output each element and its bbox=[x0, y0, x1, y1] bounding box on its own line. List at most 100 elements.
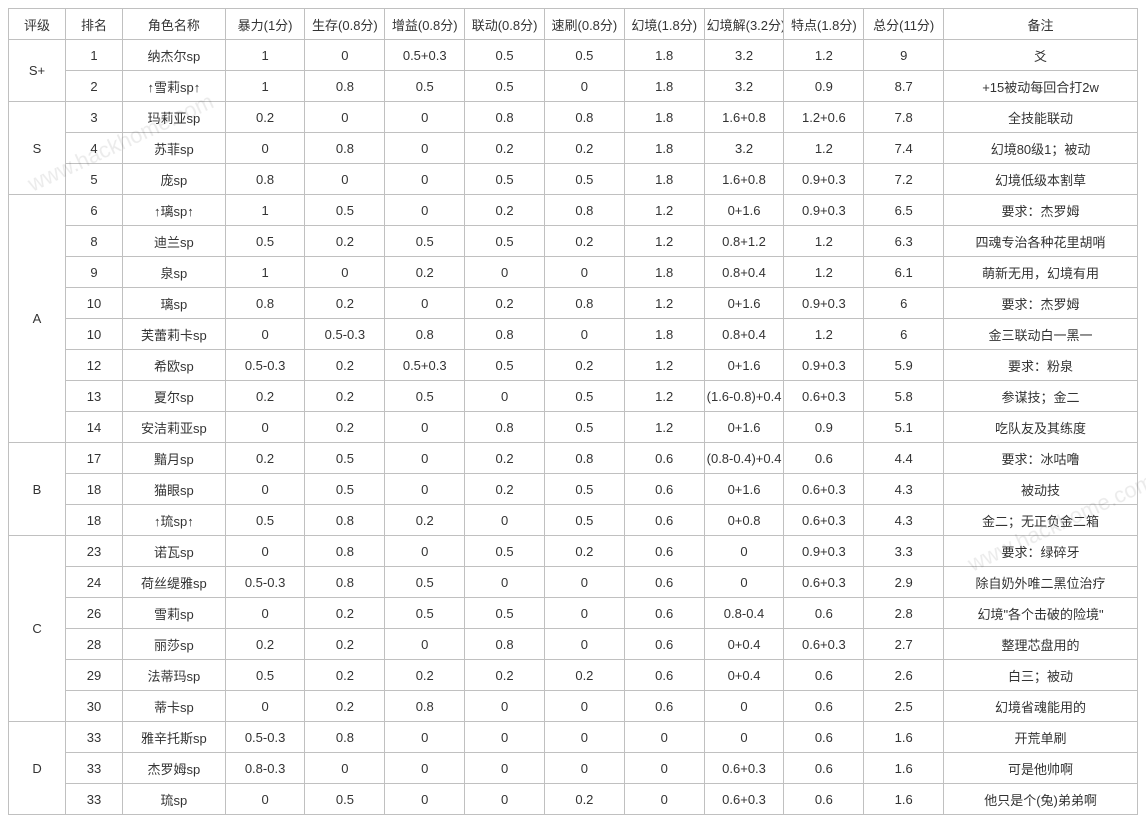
remark-cell: 要求：冰咕噜 bbox=[944, 443, 1138, 474]
table-row: 9泉sp100.2001.80.8+0.41.26.1萌新无用，幻境有用 bbox=[9, 257, 1138, 288]
table-row: S3玛莉亚sp0.2000.80.81.81.6+0.81.2+0.67.8全技… bbox=[9, 102, 1138, 133]
value-cell: 0.5-0.3 bbox=[225, 722, 305, 753]
value-cell: 0.2 bbox=[544, 784, 624, 815]
value-cell: 4.4 bbox=[864, 443, 944, 474]
value-cell: 0+0.8 bbox=[704, 505, 784, 536]
rank-cell: 10 bbox=[66, 319, 123, 350]
name-cell: 安洁莉亚sp bbox=[123, 412, 226, 443]
rank-cell: 18 bbox=[66, 505, 123, 536]
table-row: 18猫眼sp00.500.20.50.60+1.60.6+0.34.3被动技 bbox=[9, 474, 1138, 505]
value-cell: 0.8 bbox=[544, 443, 624, 474]
value-cell: 0 bbox=[305, 102, 385, 133]
value-cell: 0.5 bbox=[385, 381, 465, 412]
value-cell: 0.5 bbox=[465, 40, 545, 71]
value-cell: 0.6+0.3 bbox=[704, 784, 784, 815]
value-cell: 0.2 bbox=[305, 226, 385, 257]
value-cell: 0.6 bbox=[784, 753, 864, 784]
name-cell: 雪莉sp bbox=[123, 598, 226, 629]
value-cell: 0.2 bbox=[385, 257, 465, 288]
value-cell: 1.2 bbox=[784, 226, 864, 257]
value-cell: 0 bbox=[544, 319, 624, 350]
col-header: 暴力(1分) bbox=[225, 9, 305, 40]
value-cell: 0 bbox=[385, 133, 465, 164]
value-cell: 0 bbox=[385, 722, 465, 753]
value-cell: 0 bbox=[704, 691, 784, 722]
value-cell: 0.6 bbox=[624, 443, 704, 474]
name-cell: 琉sp bbox=[123, 784, 226, 815]
table-row: 26雪莉sp00.20.50.500.60.8-0.40.62.8幻境"各个击破… bbox=[9, 598, 1138, 629]
rank-cell: 2 bbox=[66, 71, 123, 102]
name-cell: 丽莎sp bbox=[123, 629, 226, 660]
rank-cell: 23 bbox=[66, 536, 123, 567]
value-cell: 1.2 bbox=[784, 257, 864, 288]
name-cell: 苏菲sp bbox=[123, 133, 226, 164]
col-header: 联动(0.8分) bbox=[465, 9, 545, 40]
value-cell: 0.5 bbox=[385, 598, 465, 629]
value-cell: 6.5 bbox=[864, 195, 944, 226]
value-cell: 2.6 bbox=[864, 660, 944, 691]
col-header: 备注 bbox=[944, 9, 1138, 40]
value-cell: 0.5 bbox=[465, 536, 545, 567]
value-cell: 0.5-0.3 bbox=[225, 567, 305, 598]
value-cell: 0.6 bbox=[784, 443, 864, 474]
value-cell: 1.6 bbox=[864, 784, 944, 815]
table-row: C23诺瓦sp00.800.50.20.600.9+0.33.3要求：绿碎牙 bbox=[9, 536, 1138, 567]
value-cell: 0 bbox=[465, 753, 545, 784]
value-cell: 0.6 bbox=[784, 722, 864, 753]
rank-cell: 1 bbox=[66, 40, 123, 71]
value-cell: 0.8 bbox=[465, 412, 545, 443]
remark-cell: 除自奶外唯二黑位治疗 bbox=[944, 567, 1138, 598]
value-cell: 0.2 bbox=[305, 288, 385, 319]
remark-cell: 四魂专治各种花里胡哨 bbox=[944, 226, 1138, 257]
value-cell: 1 bbox=[225, 195, 305, 226]
value-cell: 1.8 bbox=[624, 71, 704, 102]
table-row: 18↑琉sp↑0.50.80.200.50.60+0.80.6+0.34.3金二… bbox=[9, 505, 1138, 536]
value-cell: 0.5 bbox=[544, 40, 624, 71]
value-cell: 1.2 bbox=[624, 412, 704, 443]
name-cell: 芙蕾莉卡sp bbox=[123, 319, 226, 350]
value-cell: 0.6 bbox=[624, 474, 704, 505]
value-cell: 0 bbox=[704, 567, 784, 598]
value-cell: 0.8 bbox=[305, 71, 385, 102]
name-cell: 荷丝缇雅sp bbox=[123, 567, 226, 598]
value-cell: 1.2 bbox=[784, 319, 864, 350]
grade-cell: B bbox=[9, 443, 66, 536]
table-row: 8迪兰sp0.50.20.50.50.21.20.8+1.21.26.3四魂专治… bbox=[9, 226, 1138, 257]
value-cell: 0.5 bbox=[385, 71, 465, 102]
grade-cell: D bbox=[9, 722, 66, 815]
value-cell: 0 bbox=[385, 102, 465, 133]
value-cell: 1.2 bbox=[624, 381, 704, 412]
value-cell: 1.8 bbox=[624, 102, 704, 133]
table-row: 10芙蕾莉卡sp00.5-0.30.80.801.80.8+0.41.26金三联… bbox=[9, 319, 1138, 350]
value-cell: 3.2 bbox=[704, 40, 784, 71]
value-cell: 0 bbox=[465, 381, 545, 412]
value-cell: 0 bbox=[225, 319, 305, 350]
value-cell: 0.8 bbox=[305, 536, 385, 567]
value-cell: 1.8 bbox=[624, 319, 704, 350]
value-cell: 0 bbox=[305, 257, 385, 288]
value-cell: (0.8-0.4)+0.4 bbox=[704, 443, 784, 474]
value-cell: 0.6+0.3 bbox=[784, 505, 864, 536]
value-cell: 1.2 bbox=[784, 40, 864, 71]
value-cell: 0 bbox=[544, 567, 624, 598]
col-header: 总分(11分) bbox=[864, 9, 944, 40]
table-row: B17黯月sp0.20.500.20.80.6(0.8-0.4)+0.40.64… bbox=[9, 443, 1138, 474]
value-cell: 0.5 bbox=[225, 226, 305, 257]
value-cell: 0+1.6 bbox=[704, 288, 784, 319]
value-cell: 2.8 bbox=[864, 598, 944, 629]
value-cell: 0.8 bbox=[305, 567, 385, 598]
value-cell: 0 bbox=[544, 691, 624, 722]
value-cell: 3.3 bbox=[864, 536, 944, 567]
remark-cell: 被动技 bbox=[944, 474, 1138, 505]
value-cell: 3.2 bbox=[704, 133, 784, 164]
value-cell: 0.6 bbox=[784, 598, 864, 629]
table-row: A6↑璃sp↑10.500.20.81.20+1.60.9+0.36.5要求：杰… bbox=[9, 195, 1138, 226]
table-body: S+1纳杰尔sp100.5+0.30.50.51.83.21.29爻2↑雪莉sp… bbox=[9, 40, 1138, 815]
value-cell: 0.8 bbox=[544, 195, 624, 226]
table-row: 12希欧sp0.5-0.30.20.5+0.30.50.21.20+1.60.9… bbox=[9, 350, 1138, 381]
value-cell: 0+0.4 bbox=[704, 660, 784, 691]
table-row: 28丽莎sp0.20.200.800.60+0.40.6+0.32.7整理芯盘用… bbox=[9, 629, 1138, 660]
table-row: 2↑雪莉sp↑10.80.50.501.83.20.98.7+15被动每回合打2… bbox=[9, 71, 1138, 102]
value-cell: 0 bbox=[465, 722, 545, 753]
value-cell: 0 bbox=[305, 164, 385, 195]
